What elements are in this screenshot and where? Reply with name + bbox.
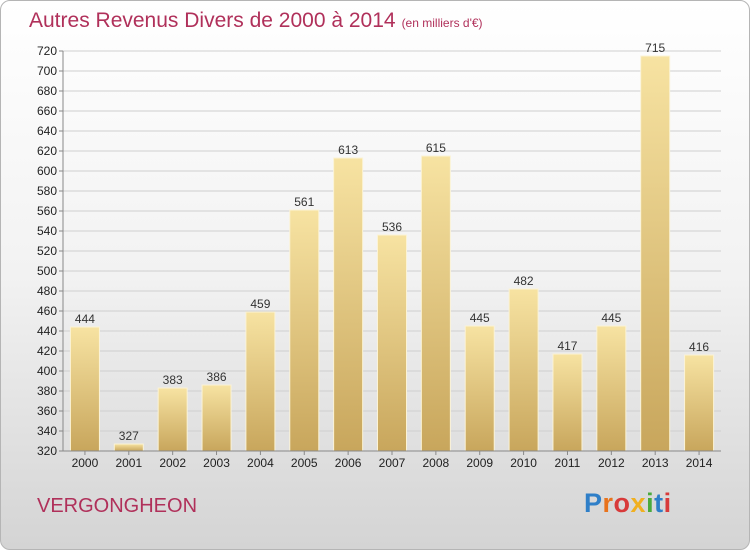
axes: 320 340 360 380 400 420 440 460 480 500 520 540 560 5… [37,44,721,470]
bar [69,326,100,452]
logo-letter: o [613,488,631,518]
x-tick-label: 2007 [379,456,406,470]
y-tick-label: 440 [37,324,57,338]
data-label: 536 [382,220,402,234]
y-tick-label: 640 [37,124,57,138]
x-tick-label: 2006 [335,456,362,470]
x-tick-label: 2009 [466,456,493,470]
y-tick-label: 340 [37,424,57,438]
logo-letter: t [654,488,664,518]
bar [201,384,232,452]
bar [684,354,715,452]
bar [552,353,583,452]
logo-letter: r [602,488,614,518]
data-label: 561 [294,195,314,209]
bar [464,325,495,452]
y-tick-label: 400 [37,364,57,378]
bar [508,288,539,452]
x-tick-label: 2005 [291,456,318,470]
bar [640,55,671,452]
y-tick-label: 540 [37,224,57,238]
bar [289,209,320,452]
x-tick-label: 2008 [423,456,450,470]
y-tick-label: 320 [37,444,57,458]
x-tick-label: 2002 [159,456,186,470]
y-tick-label: 620 [37,144,57,158]
y-tick-label: 700 [37,64,57,78]
x-tick-label: 2004 [247,456,274,470]
x-tick-label: 2013 [642,456,669,470]
proxiti-logo: Proxiti [584,488,672,519]
x-tick-label: 2003 [203,456,230,470]
y-tick-label: 460 [37,304,57,318]
data-label: 383 [163,373,183,387]
data-label: 715 [645,41,665,55]
logo-letter: P [584,488,603,518]
logo-letter: i [663,488,672,518]
data-label: 459 [250,297,270,311]
logo-letter: i [646,488,655,518]
y-tick-label: 500 [37,264,57,278]
y-tick-label: 360 [37,404,57,418]
y-tick-label: 600 [37,164,57,178]
x-tick-label: 2012 [598,456,625,470]
commune-name: VERGONGHEON [37,495,198,517]
y-tick-label: 420 [37,344,57,358]
x-tick-label: 2014 [686,456,713,470]
data-label: 444 [75,312,95,326]
data-label: 327 [119,429,139,443]
x-tick-label: 2001 [115,456,142,470]
x-tick-label: 2011 [555,456,581,470]
y-tick-label: 580 [37,184,57,198]
y-tick-label: 720 [37,44,57,58]
x-tick-label: 2000 [72,456,99,470]
data-label: 615 [426,141,446,155]
bar [157,387,188,452]
bar [420,155,451,452]
data-label: 445 [601,311,621,325]
bar [333,157,364,452]
bar [377,234,407,452]
data-label: 613 [338,143,358,157]
title-main: Autres Revenus Divers de 2000 à 2014 [29,9,396,32]
chart-title: Autres Revenus Divers de 2000 à 2014 (en … [29,9,483,33]
bar [245,311,276,452]
y-tick-label: 520 [37,244,57,258]
y-tick-label: 680 [37,84,57,98]
y-tick-label: 660 [37,104,57,118]
title-unit: (en milliers d'€) [401,16,483,30]
data-label: 416 [689,340,709,354]
bars: 444 327 383 386 459 561 613 536 615 445 482 417 445 7… [69,41,715,452]
data-label: 386 [207,370,227,384]
x-tick-label: 2010 [510,456,537,470]
data-label: 482 [514,274,534,288]
y-tick-label: 480 [37,284,57,298]
bar [596,325,627,452]
data-label: 417 [557,339,577,353]
y-tick-label: 560 [37,204,57,218]
bar [113,443,144,452]
data-label: 445 [470,311,490,325]
y-tick-label: 380 [37,384,57,398]
logo-letter: x [630,488,647,518]
